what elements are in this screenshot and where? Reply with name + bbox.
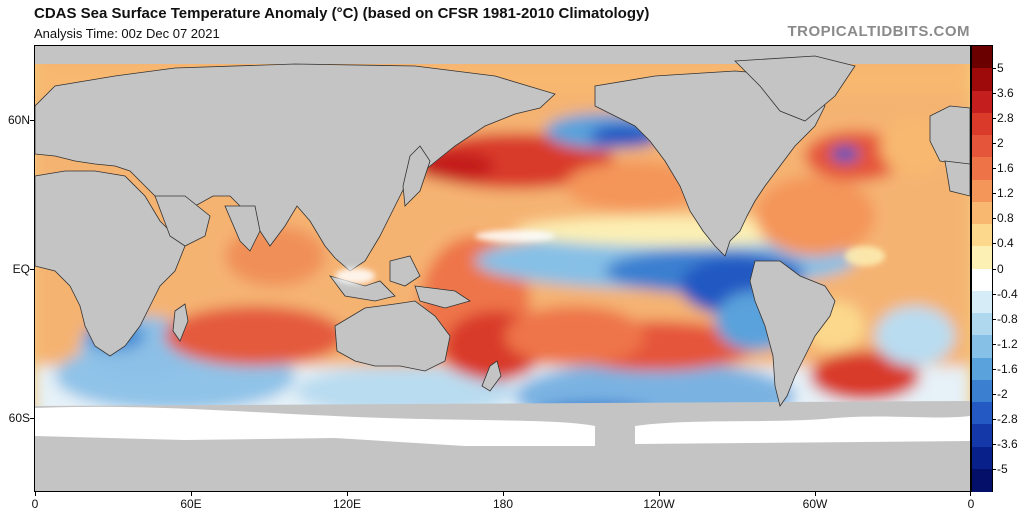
colorbar-tick [993, 318, 996, 320]
colorbar-label: 2 [997, 136, 1004, 151]
lon-tick [35, 492, 36, 496]
colorbar-segment [972, 268, 992, 292]
colorbar-segment [972, 335, 992, 359]
lat-label-60n: 60N [7, 113, 30, 127]
sst-anomaly-map [34, 45, 971, 492]
colorbar-segment [972, 379, 992, 403]
colorbar-label: -1.2 [997, 336, 1018, 351]
colorbar-segment [972, 112, 992, 136]
lon-label-120e: 120E [332, 497, 362, 511]
colorbar-segment [972, 46, 992, 69]
colorbar-segment [972, 446, 992, 470]
colorbar-tick [993, 93, 996, 95]
colorbar-tick [993, 443, 996, 445]
colorbar-tick [993, 293, 996, 295]
colorbar-label: -3.6 [997, 436, 1018, 451]
colorbar-label: 1.2 [997, 186, 1014, 201]
colorbar-label: 0.8 [997, 211, 1014, 226]
neutral-patches [335, 230, 885, 284]
lon-label-180: 180 [492, 497, 514, 511]
colorbar-segment [972, 135, 992, 158]
colorbar-segment [972, 90, 992, 114]
colorbar-segment [972, 68, 992, 92]
map-title: CDAS Sea Surface Temperature Anomaly (°C… [34, 5, 650, 22]
colorbar-tick [993, 143, 996, 145]
colorbar-label: 0 [997, 261, 1004, 276]
colorbar-segment [972, 313, 992, 336]
lon-label-0-west: 0 [31, 497, 39, 511]
colorbar [971, 45, 993, 492]
lon-label-60e: 60E [180, 497, 202, 511]
lat-label-60s: 60S [8, 411, 30, 425]
colorbar-label: 2.8 [997, 111, 1014, 126]
colorbar-tick [993, 418, 996, 420]
colorbar-tick [993, 268, 996, 270]
colorbar-label: -2.8 [997, 411, 1018, 426]
colorbar-tick [993, 468, 996, 470]
lat-tick-60n [30, 120, 34, 121]
colorbar-segment [972, 468, 992, 492]
colorbar-segment [972, 290, 992, 314]
colorbar-tick [993, 118, 996, 120]
lat-tick-eq [30, 269, 34, 270]
colorbar-label: -0.4 [997, 286, 1018, 301]
colorbar-tick [993, 343, 996, 345]
antarctica [35, 401, 970, 491]
colorbar-segment [972, 201, 992, 225]
lon-tick [659, 492, 660, 496]
analysis-time: Analysis Time: 00z Dec 07 2021 [34, 26, 220, 41]
colorbar-tick [993, 168, 996, 170]
lon-tick [970, 492, 971, 496]
lat-tick-60s [30, 418, 34, 419]
colorbar-label: -5 [997, 461, 1008, 476]
colorbar-segment [972, 424, 992, 448]
lon-tick [191, 492, 192, 496]
colorbar-tick [993, 68, 996, 70]
colorbar-segment [972, 246, 992, 270]
colorbar-tick [993, 243, 996, 245]
lon-label-0-east: 0 [967, 497, 975, 511]
colorbar-label: -2 [997, 386, 1008, 401]
colorbar-tick [993, 393, 996, 395]
lon-label-60w: 60W [802, 497, 828, 511]
colorbar-segment [972, 357, 992, 381]
colorbar-segment [972, 157, 992, 181]
lon-tick [503, 492, 504, 496]
map-canvas [35, 46, 970, 491]
lon-tick [347, 492, 348, 496]
colorbar-label: 5 [997, 61, 1004, 76]
colorbar-label: 0.4 [997, 236, 1014, 251]
colorbar-tick [993, 218, 996, 220]
colorbar-segment [972, 224, 992, 247]
colorbar-segment [972, 179, 992, 203]
lat-label-eq: EQ [12, 262, 30, 276]
colorbar-label: 3.6 [997, 86, 1014, 101]
arctic-ice [35, 46, 970, 64]
colorbar-tick [993, 193, 996, 195]
colorbar-segment [972, 402, 992, 425]
lon-tick [815, 492, 816, 496]
colorbar-label: -0.8 [997, 311, 1018, 326]
colorbar-tick [993, 368, 996, 370]
site-credit: TROPICALTIDBITS.COM [787, 23, 970, 40]
colorbar-label: 1.6 [997, 161, 1014, 176]
lon-label-120w: 120W [643, 497, 675, 511]
continents [35, 55, 970, 407]
colorbar-label: -1.6 [997, 361, 1018, 376]
